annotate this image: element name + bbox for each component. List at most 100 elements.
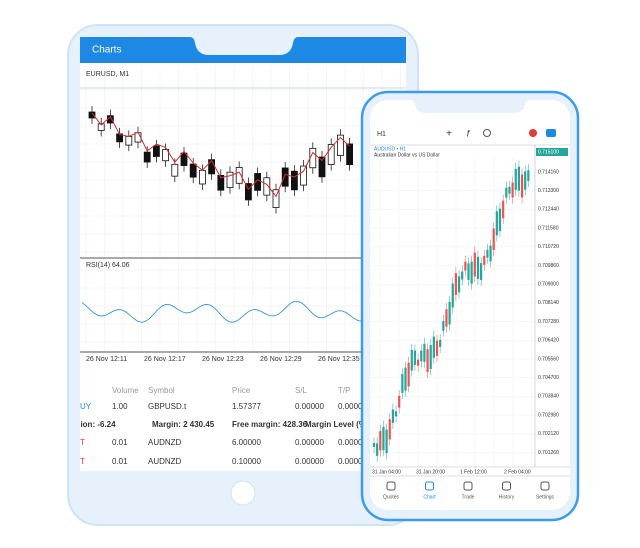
- time-label: 26 Nov 12:23: [202, 356, 244, 363]
- candle: [486, 249, 489, 258]
- table-cell: AUDNZD: [148, 438, 182, 447]
- home-button[interactable]: [230, 480, 256, 506]
- price-label: 0.714160: [538, 169, 559, 175]
- candle: [97, 123, 105, 131]
- table-header: Volume: [112, 386, 139, 395]
- tablet-text: 26 Nov 12:11 26 Nov 12:17 26 Nov 12:23 26 N…: [76, 356, 369, 466]
- candle: [226, 171, 234, 188]
- candle: [429, 345, 432, 370]
- candle: [435, 340, 439, 356]
- phone-screen: H1 + f AUDUSD • H1 Australian Dollar vs …: [370, 100, 570, 510]
- candle: [388, 419, 391, 440]
- candle: [401, 374, 404, 393]
- table-cell: GBPUSD.t: [148, 402, 187, 411]
- candle: [189, 163, 197, 178]
- candle: [420, 350, 423, 362]
- table-header: Symbol: [148, 386, 175, 395]
- candle: [413, 350, 417, 365]
- candle: [346, 143, 354, 166]
- candle: [404, 367, 407, 391]
- candle: [180, 152, 188, 166]
- price-label: 0.701260: [538, 450, 559, 456]
- candle: [483, 255, 486, 265]
- time-label: 26 Nov 12:17: [144, 356, 186, 363]
- price-label: 0.707280: [538, 319, 559, 325]
- candle: [263, 177, 271, 196]
- candle: [376, 443, 379, 456]
- tablet-notch: [190, 37, 298, 55]
- tablet-candles: [81, 106, 403, 323]
- price-label: 0.710720: [538, 244, 559, 250]
- candle: [476, 256, 480, 279]
- table-cell: 0.00000: [295, 438, 324, 447]
- summary: sion: -6.24: [76, 420, 116, 429]
- price-label: 0.703840: [538, 394, 559, 400]
- buy-icon[interactable]: [546, 129, 556, 137]
- time-label: 1 Feb 12:00: [460, 469, 487, 475]
- summary: Margin Level (%): [305, 420, 369, 429]
- nav-label[interactable]: Trade: [462, 494, 475, 500]
- table-cell: T: [80, 438, 85, 447]
- nav-label[interactable]: Chart: [423, 494, 436, 500]
- nav-icon[interactable]: [386, 481, 396, 491]
- candle: [300, 165, 308, 186]
- table-cell: 0.01: [112, 438, 128, 447]
- phone-bg: [370, 100, 570, 510]
- candle: [454, 273, 457, 295]
- nav-icon[interactable]: [425, 481, 434, 491]
- nav-icon[interactable]: [502, 481, 511, 491]
- table-cell: 0.00000: [295, 402, 324, 411]
- candle: [143, 151, 151, 163]
- price-tag-bg: [536, 148, 568, 156]
- symbol: EURUSD, M1: [86, 71, 129, 78]
- candle: [527, 170, 530, 182]
- candle: [244, 183, 252, 201]
- tablet-screen: Charts EURUSD, M1 RSI(14) 64.06 26 Nov 1…: [76, 37, 406, 471]
- nav-icon[interactable]: [463, 481, 473, 491]
- candle: [451, 283, 454, 308]
- price-label: 0.711580: [538, 225, 559, 231]
- candle: [171, 163, 179, 177]
- objects-icon[interactable]: [483, 129, 491, 137]
- candle: [208, 159, 216, 175]
- candle: [336, 134, 344, 156]
- crosshair-icon[interactable]: +: [446, 129, 452, 140]
- summary: Free margin: 428.36: [232, 420, 308, 429]
- nav-label[interactable]: History: [499, 494, 515, 500]
- candle: [417, 359, 420, 366]
- candle: [461, 271, 464, 280]
- candle: [398, 396, 401, 408]
- nav-label[interactable]: Settings: [536, 494, 555, 500]
- indicator-icon[interactable]: f: [467, 128, 471, 138]
- candle: [309, 147, 317, 169]
- table-cell: 0.00000: [295, 457, 324, 466]
- table-cell: 1.00: [112, 402, 128, 411]
- table-cell: 0.00000: [338, 402, 367, 411]
- candle: [125, 136, 133, 146]
- nav-label[interactable]: Quotes: [383, 494, 400, 500]
- candle: [520, 174, 524, 198]
- table-cell: UY: [80, 402, 92, 411]
- table-cell: 0.00000: [338, 438, 367, 447]
- indicator: RSI(14) 64.06: [86, 262, 130, 269]
- price-label: 0.713300: [538, 188, 559, 194]
- candle: [517, 166, 520, 191]
- timeframe[interactable]: H1: [377, 131, 386, 138]
- candle: [327, 144, 335, 165]
- price-tag: 0.715100: [538, 149, 559, 155]
- table-header: S/L: [295, 386, 308, 395]
- candle: [272, 189, 280, 208]
- candle: [498, 208, 502, 232]
- candle: [318, 156, 326, 178]
- candle: [445, 309, 448, 327]
- tablet-bg: [80, 37, 406, 471]
- table-cell: 1.57377: [232, 402, 261, 411]
- candle: [423, 343, 426, 362]
- nav-icon[interactable]: [540, 481, 550, 491]
- candle: [254, 173, 262, 191]
- candle: [88, 111, 96, 119]
- candle: [426, 349, 429, 372]
- sell-icon[interactable]: [529, 129, 537, 137]
- candle: [457, 276, 461, 293]
